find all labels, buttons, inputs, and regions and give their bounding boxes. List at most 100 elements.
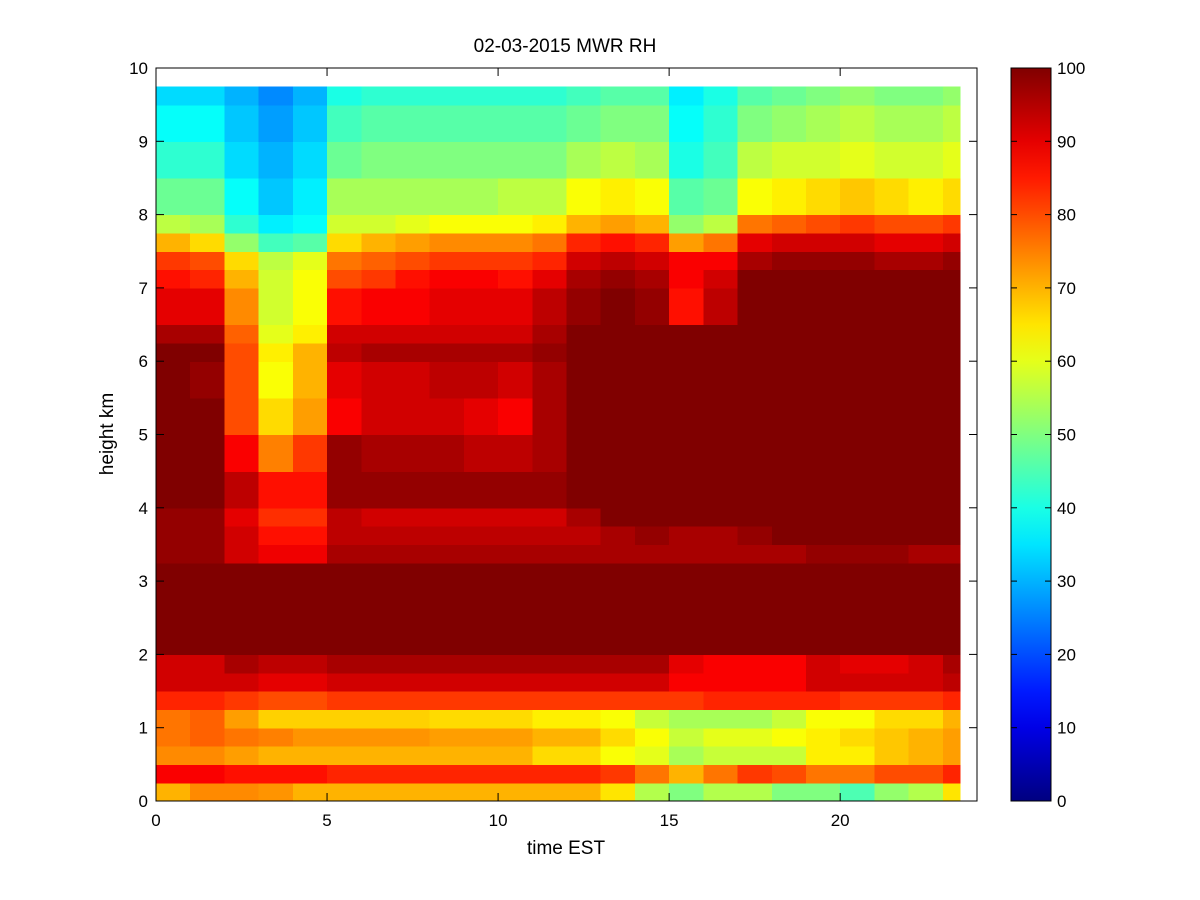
heatmap-cell — [156, 342, 191, 362]
heatmap-cell — [463, 764, 499, 784]
heatmap-cell — [429, 691, 465, 710]
heatmap-cell — [942, 141, 961, 179]
x-tick-label: 0 — [151, 811, 160, 830]
heatmap-cell — [634, 672, 670, 692]
heatmap-cell — [292, 342, 328, 362]
heatmap-cell — [566, 526, 602, 546]
heatmap-cell — [566, 434, 602, 472]
heatmap-cell — [737, 324, 773, 344]
heatmap-cell — [258, 672, 294, 692]
heatmap-cell — [532, 434, 568, 472]
heatmap-cell — [566, 782, 602, 802]
heatmap-cell — [703, 691, 739, 710]
heatmap-cell — [600, 654, 636, 674]
heatmap-cell — [395, 397, 431, 436]
heatmap-cell — [395, 471, 431, 509]
heatmap-cell — [874, 617, 910, 655]
heatmap-cell — [463, 177, 499, 216]
heatmap-cell — [634, 141, 670, 179]
heatmap-cell — [840, 104, 875, 142]
heatmap-cell — [669, 251, 704, 271]
colorbar-tick-label: 50 — [1057, 426, 1076, 445]
heatmap-cell — [669, 562, 704, 582]
heatmap-cell — [532, 471, 568, 509]
heatmap-cell — [156, 287, 191, 326]
heatmap-cell — [942, 232, 961, 252]
heatmap-cell — [463, 544, 499, 564]
heatmap-cell — [805, 764, 841, 784]
heatmap-cell — [703, 214, 739, 234]
heatmap-cell — [258, 397, 294, 436]
heatmap-cell — [190, 617, 226, 655]
heatmap-cell — [190, 507, 226, 527]
heatmap-cell — [532, 746, 568, 765]
heatmap-cell — [874, 232, 910, 252]
heatmap-cell — [942, 397, 961, 436]
heatmap-cell — [361, 617, 397, 655]
heatmap-cell — [532, 654, 568, 674]
heatmap-cell — [908, 397, 944, 436]
heatmap-cell — [805, 782, 841, 802]
heatmap-cell — [703, 232, 739, 252]
heatmap-cell — [566, 727, 602, 747]
heatmap-cell — [532, 672, 568, 692]
heatmap-cell — [463, 86, 499, 106]
heatmap-cell — [669, 232, 704, 252]
y-tick-label: 6 — [139, 352, 148, 371]
heatmap-cell — [566, 691, 602, 710]
heatmap-cell — [908, 177, 944, 216]
heatmap-cell — [156, 764, 191, 784]
heatmap-cell — [874, 709, 910, 729]
heatmap-cell — [805, 342, 841, 362]
heatmap-cell — [190, 232, 226, 252]
heatmap-cell — [874, 544, 910, 564]
heatmap-cell — [737, 104, 773, 142]
heatmap-cell — [463, 342, 499, 362]
heatmap-cell — [840, 654, 875, 674]
heatmap-cell — [566, 507, 602, 527]
heatmap-cell — [429, 177, 465, 216]
heatmap-cell — [361, 764, 397, 784]
heatmap-cell — [498, 269, 533, 289]
heatmap-cell — [429, 141, 465, 179]
heatmap-cell — [634, 617, 670, 655]
heatmap-cell — [942, 251, 961, 271]
heatmap-cell — [361, 232, 397, 252]
heatmap-cell — [771, 727, 807, 747]
heatmap-cell — [600, 232, 636, 252]
heatmap-cell — [634, 86, 670, 106]
y-tick-label: 5 — [139, 426, 148, 445]
heatmap-cell — [634, 471, 670, 509]
heatmap-cell — [361, 342, 397, 362]
heatmap-cell — [771, 86, 807, 106]
heatmap-cell — [224, 324, 260, 344]
heatmap-cell — [532, 709, 568, 729]
colorbar-gradient — [1011, 68, 1051, 801]
heatmap-cell — [703, 104, 739, 142]
heatmap-cell — [805, 672, 841, 692]
heatmap-cell — [634, 507, 670, 527]
heatmap-cell — [156, 746, 191, 765]
heatmap-cell — [463, 269, 499, 289]
heatmap-cell — [737, 581, 773, 619]
heatmap-cell — [942, 581, 961, 619]
heatmap-cell — [805, 214, 841, 234]
heatmap-cell — [395, 287, 431, 326]
heatmap-cell — [771, 232, 807, 252]
heatmap-cell — [634, 727, 670, 747]
y-tick-label: 10 — [129, 59, 148, 78]
heatmap-cell — [395, 581, 431, 619]
heatmap-cell — [258, 654, 294, 674]
heatmap-cell — [327, 269, 362, 289]
heatmap-cell — [190, 782, 226, 802]
heatmap-cell — [498, 764, 533, 784]
heatmap-cell — [463, 709, 499, 729]
heatmap-cell — [669, 287, 704, 326]
heatmap-cell — [156, 617, 191, 655]
heatmap-cell — [874, 672, 910, 692]
x-tick-label: 10 — [489, 811, 508, 830]
heatmap-cell — [258, 562, 294, 582]
heatmap-cell — [498, 709, 533, 729]
heatmap-cell — [429, 782, 465, 802]
